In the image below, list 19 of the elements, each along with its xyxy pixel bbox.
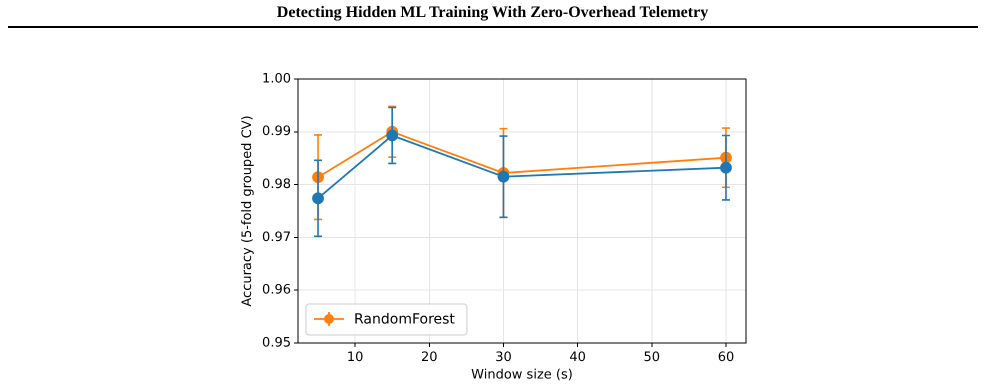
y-tick-label: 0.98 xyxy=(262,176,291,192)
x-tick-label: 20 xyxy=(421,350,438,366)
x-tick-label: 60 xyxy=(718,350,734,366)
legend-label: RandomForest xyxy=(354,312,456,328)
x-tick-label: 10 xyxy=(346,350,364,366)
x-tick-label: 50 xyxy=(644,350,660,366)
point xyxy=(498,170,510,183)
x-axis-title: Window size (s) xyxy=(471,368,573,383)
chart-title: Detecting Hidden ML Training With Zero-Overhead Telemetry xyxy=(276,4,710,22)
point xyxy=(720,162,732,174)
y-tick-label: 0.95 xyxy=(262,335,291,350)
y-tick-label: 0.96 xyxy=(262,282,291,298)
y-axis-title: Accuracy (5-fold grouped CV) xyxy=(240,115,256,307)
y-tick-label: 0.99 xyxy=(262,124,291,140)
point xyxy=(312,192,324,204)
x-tick-label: 30 xyxy=(495,350,512,366)
x-tick-label: 40 xyxy=(569,350,586,366)
y-tick-label: 0.97 xyxy=(262,230,291,245)
y-tick-label: 1.00 xyxy=(262,71,291,86)
